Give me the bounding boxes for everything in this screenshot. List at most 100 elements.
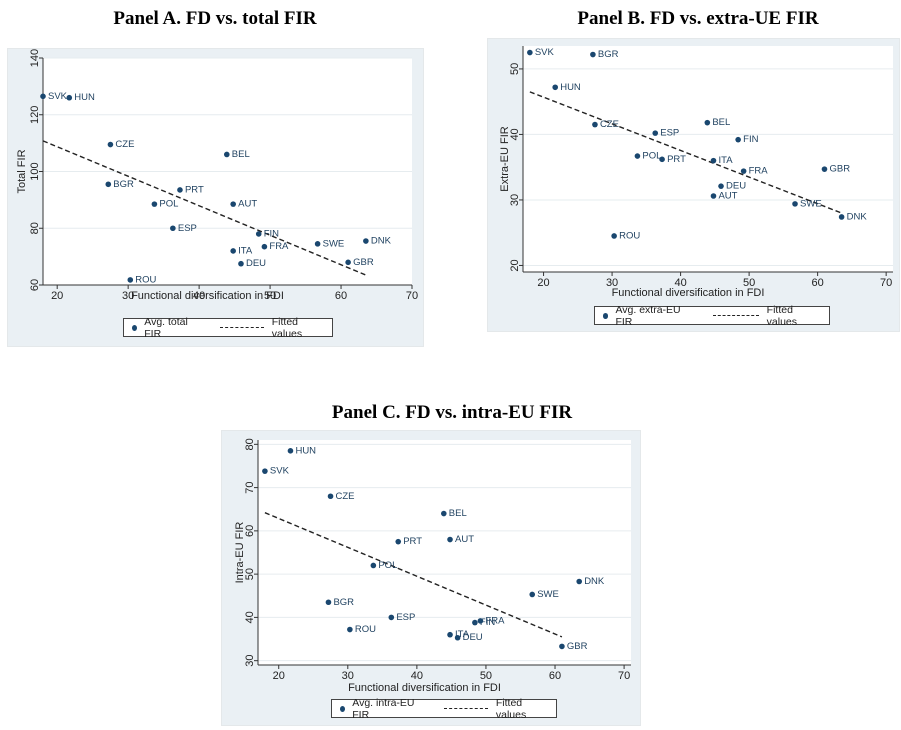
panel-a-point-label-aut: AUT bbox=[238, 199, 257, 210]
legend-marker-icon bbox=[340, 705, 346, 712]
panel-b-title: Panel B. FD vs. extra-UE FIR bbox=[577, 8, 819, 29]
panel-a-y-axis-label: Total FIR bbox=[16, 149, 28, 193]
panel-c-point-aut bbox=[447, 536, 453, 543]
panel-c-point-bel bbox=[441, 510, 447, 517]
panel-b-point-bgr bbox=[590, 51, 596, 58]
panel-b-x-axis-label: Functional diversification in FDI bbox=[612, 287, 765, 299]
panel-a-point-label-dnk: DNK bbox=[371, 236, 392, 247]
panel-c-legend: Avg. intra-EU FIR Fitted values bbox=[331, 696, 557, 721]
panel-b-point-label-bgr: BGR bbox=[598, 49, 619, 60]
panel-c-fitted-line bbox=[264, 512, 563, 638]
panel-b-x-tick-label: 20 bbox=[537, 277, 549, 289]
panel-a-point-bel bbox=[223, 151, 230, 158]
panel-c-y-tick-label: 30 bbox=[244, 655, 256, 667]
panel-b-point-label-swe: SWE bbox=[800, 198, 822, 209]
panel-b-point-label-cze: CZE bbox=[600, 119, 619, 130]
panel-c-point-label-pol: POL bbox=[378, 560, 397, 571]
panel-a-point-cze bbox=[107, 141, 114, 148]
legend-dash-icon bbox=[713, 315, 759, 316]
panel-b-point-label-gbr: GBR bbox=[829, 164, 850, 175]
panel-c-x-tick-label: 40 bbox=[411, 670, 423, 682]
panel-c-point-label-dnk: DNK bbox=[584, 576, 605, 587]
panel-c-point-deu bbox=[454, 634, 461, 641]
panel-b-point-label-svk: SVK bbox=[535, 47, 555, 58]
panel-a-y-tick-label: 140 bbox=[29, 49, 41, 67]
panel-b-point-label-pol: POL bbox=[642, 151, 661, 162]
panel-c-x-tick-label: 50 bbox=[480, 670, 492, 682]
panel-a-point-aut bbox=[230, 201, 236, 207]
panel-b-y-axis-label: Extra-EU FIR bbox=[499, 126, 511, 191]
panel-a-x-tick-label: 60 bbox=[335, 290, 347, 302]
panel-b-point-label-bel: BEL bbox=[712, 117, 730, 128]
panel-b-y-tick-label: 20 bbox=[509, 259, 521, 271]
panel-c-point-swe bbox=[529, 591, 536, 598]
panel-b-point-aut bbox=[710, 193, 717, 199]
panel-b-x-tick-label: 70 bbox=[880, 277, 892, 289]
panel-c-point-gbr bbox=[559, 643, 565, 650]
panel-c-point-hun bbox=[287, 448, 294, 454]
panel-a-x-tick-label: 50 bbox=[264, 290, 276, 302]
panel-a-x-tick-label: 40 bbox=[193, 290, 205, 302]
panel-c-point-svk bbox=[262, 468, 268, 474]
panel-b-point-label-fra: FRA bbox=[749, 166, 769, 177]
panel-c-x-tick-label: 60 bbox=[549, 670, 561, 682]
panel-c-y-tick-label: 50 bbox=[244, 568, 256, 580]
panel-a-plot-group: 60 80 100 120 140 20 30 40 50 60 70 Functional dive… bbox=[16, 49, 418, 302]
panel-b-point-prt bbox=[659, 156, 665, 163]
panel-b-point-dnk bbox=[838, 214, 845, 220]
panel-b-point-label-rou: ROU bbox=[619, 230, 640, 241]
panel-b-point-gbr bbox=[821, 166, 828, 172]
panel-a-title: Panel A. FD vs. total FIR bbox=[113, 8, 317, 29]
panel-c-legend-scatter: Avg. intra-EU FIR bbox=[352, 696, 415, 721]
panel-c-point-dnk bbox=[576, 578, 582, 585]
panel-a-point-fin bbox=[255, 231, 262, 237]
panel-a-point-label-prt: PRT bbox=[185, 184, 204, 195]
panel-c-point-label-esp: ESP bbox=[396, 612, 415, 623]
panel-a-point-gbr bbox=[345, 259, 351, 266]
panel-a-x-tick-label: 70 bbox=[406, 290, 418, 302]
panel-a-point-label-fin: FIN bbox=[264, 228, 279, 239]
panel-b-legend: Avg. extra-EU FIR Fitted values bbox=[594, 303, 830, 328]
panel-a-point-prt bbox=[177, 187, 183, 193]
panel-b-point-ita bbox=[710, 157, 717, 164]
legend-dash-icon bbox=[444, 708, 488, 709]
panel-c-point-label-deu: DEU bbox=[463, 632, 483, 643]
panel-a-x-axis-label: Functional diversification in FDI bbox=[131, 290, 284, 302]
panel-a-point-svk bbox=[40, 93, 46, 100]
panel-a-point-swe bbox=[314, 241, 321, 247]
panel-a-y-tick-label: 80 bbox=[29, 222, 41, 234]
panel-a-point-label-cze: CZE bbox=[115, 139, 134, 150]
panel-b-point-fin bbox=[735, 136, 741, 143]
panel-b-point-fra bbox=[740, 168, 747, 174]
panel-c-point-label-gbr: GBR bbox=[567, 641, 588, 652]
panel-c-point-label-swe: SWE bbox=[537, 589, 559, 600]
panel-b-plot-area bbox=[523, 46, 893, 272]
panel-a-point-hun bbox=[66, 94, 73, 101]
panel-b-legend-fit: Fitted values bbox=[766, 303, 798, 328]
panel-c-point-fin bbox=[472, 619, 478, 626]
panel-c-x-axis-label: Functional diversification in FDI bbox=[348, 682, 501, 694]
panel-c-point-label-ita: ITA bbox=[455, 629, 470, 640]
legend-marker-icon bbox=[132, 324, 138, 331]
panel-b-point-label-prt: PRT bbox=[667, 154, 686, 165]
panel-a-point-label-bel: BEL bbox=[232, 149, 250, 160]
panel-a-point-ita bbox=[230, 248, 236, 254]
panel-c-plot-area bbox=[258, 440, 631, 665]
panel-a-point-label-deu: DEU bbox=[246, 258, 266, 269]
panel-c-point-ita bbox=[447, 631, 453, 638]
panel-b-x-tick-label: 50 bbox=[743, 277, 755, 289]
panel-b-point-label-deu: DEU bbox=[726, 181, 746, 192]
panel-a-x-tick-label: 20 bbox=[51, 290, 63, 302]
panel-b-legend-scatter: Avg. extra-EU FIR bbox=[615, 303, 681, 328]
panel-a-point-label-rou: ROU bbox=[135, 274, 156, 285]
panel-b-point-label-aut: AUT bbox=[718, 191, 737, 202]
panel-b-y-tick-label: 50 bbox=[509, 63, 521, 75]
panel-a-y-tick-label: 120 bbox=[29, 106, 41, 124]
panel-c-point-label-rou: ROU bbox=[355, 624, 376, 635]
panel-a-point-label-esp: ESP bbox=[178, 223, 197, 234]
panel-b-point-hun bbox=[552, 84, 559, 91]
panel-c-plot-group: 30 40 50 60 70 80 20 30 40 50 60 70 Functional diver… bbox=[234, 438, 631, 694]
panel-a-legend: Avg. total FIR Fitted values bbox=[123, 316, 333, 340]
